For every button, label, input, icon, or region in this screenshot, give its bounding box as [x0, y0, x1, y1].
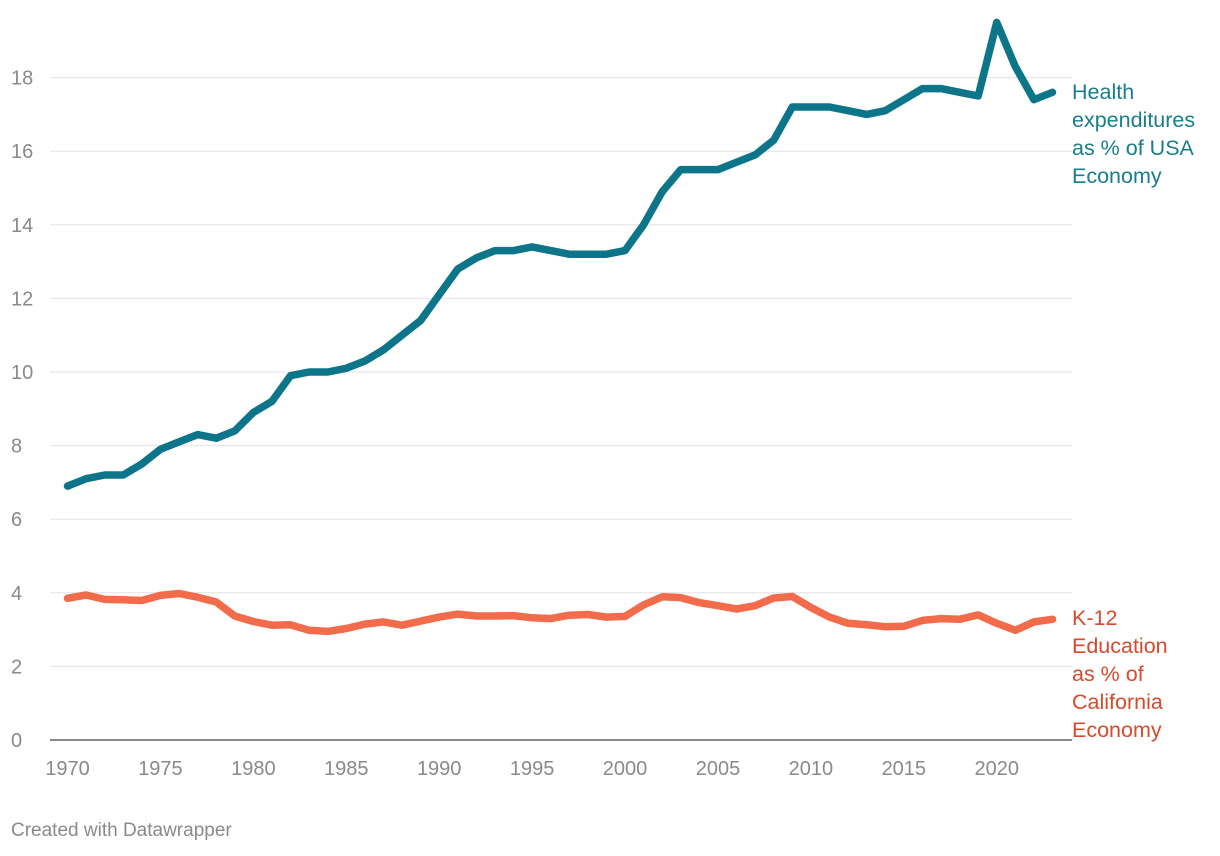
- series-label-k12-line: Economy: [1072, 718, 1162, 742]
- series-lines: [63, 18, 1057, 636]
- x-tick-label-1990: 1990: [417, 758, 462, 780]
- series-label-health-line: Health: [1072, 80, 1134, 104]
- series-line-health: [63, 18, 1057, 490]
- y-tick-label-10: 10: [11, 362, 33, 384]
- y-tick-label-18: 18: [11, 68, 33, 90]
- x-tick-label-2015: 2015: [882, 758, 927, 780]
- x-tick-label-1980: 1980: [231, 758, 276, 780]
- x-axis-ticks: 1970 1975 1980 1985 1990 1995 2000 2005 2010 2015…: [45, 758, 1019, 780]
- series-label-k12-line: California: [1072, 690, 1163, 714]
- y-tick-label-14: 14: [11, 215, 33, 237]
- y-tick-label-16: 16: [11, 141, 33, 163]
- series-labels: Health expenditures as % of USA EconomyK-12…: [1072, 80, 1195, 742]
- y-tick-label-8: 8: [11, 436, 22, 458]
- series-label-health-line: as % of USA: [1072, 136, 1195, 160]
- series-label-k12: K-12 Education as % of California Economy: [1072, 606, 1168, 742]
- series-label-health-line: expenditures: [1072, 108, 1195, 132]
- series-label-k12-line: K-12: [1072, 606, 1117, 630]
- y-tick-label-6: 6: [11, 509, 22, 531]
- x-tick-label-2005: 2005: [696, 758, 741, 780]
- series-label-k12-line: as % of: [1072, 662, 1144, 686]
- credit-text: Created with Datawrapper: [11, 820, 232, 841]
- x-tick-label-2010: 2010: [789, 758, 834, 780]
- series-line-k12: [63, 589, 1057, 636]
- y-tick-label-0: 0: [11, 730, 22, 752]
- y-tick-label-12: 12: [11, 288, 33, 310]
- x-tick-label-2020: 2020: [974, 758, 1019, 780]
- y-tick-label-2: 2: [11, 656, 22, 678]
- gridlines: [50, 77, 1072, 741]
- x-tick-label-1975: 1975: [138, 758, 183, 780]
- x-tick-label-1970: 1970: [45, 758, 90, 780]
- x-tick-label-1985: 1985: [324, 758, 369, 780]
- x-tick-label-2000: 2000: [603, 758, 648, 780]
- x-tick-label-1995: 1995: [510, 758, 555, 780]
- y-tick-label-4: 4: [11, 583, 22, 605]
- series-label-health: Health expenditures as % of USA Economy: [1072, 80, 1195, 188]
- series-label-k12-line: Education: [1072, 634, 1168, 658]
- series-label-health-line: Economy: [1072, 164, 1162, 188]
- y-axis-ticks: 0 2 4 6 8 10 12 14 16 18: [11, 68, 33, 752]
